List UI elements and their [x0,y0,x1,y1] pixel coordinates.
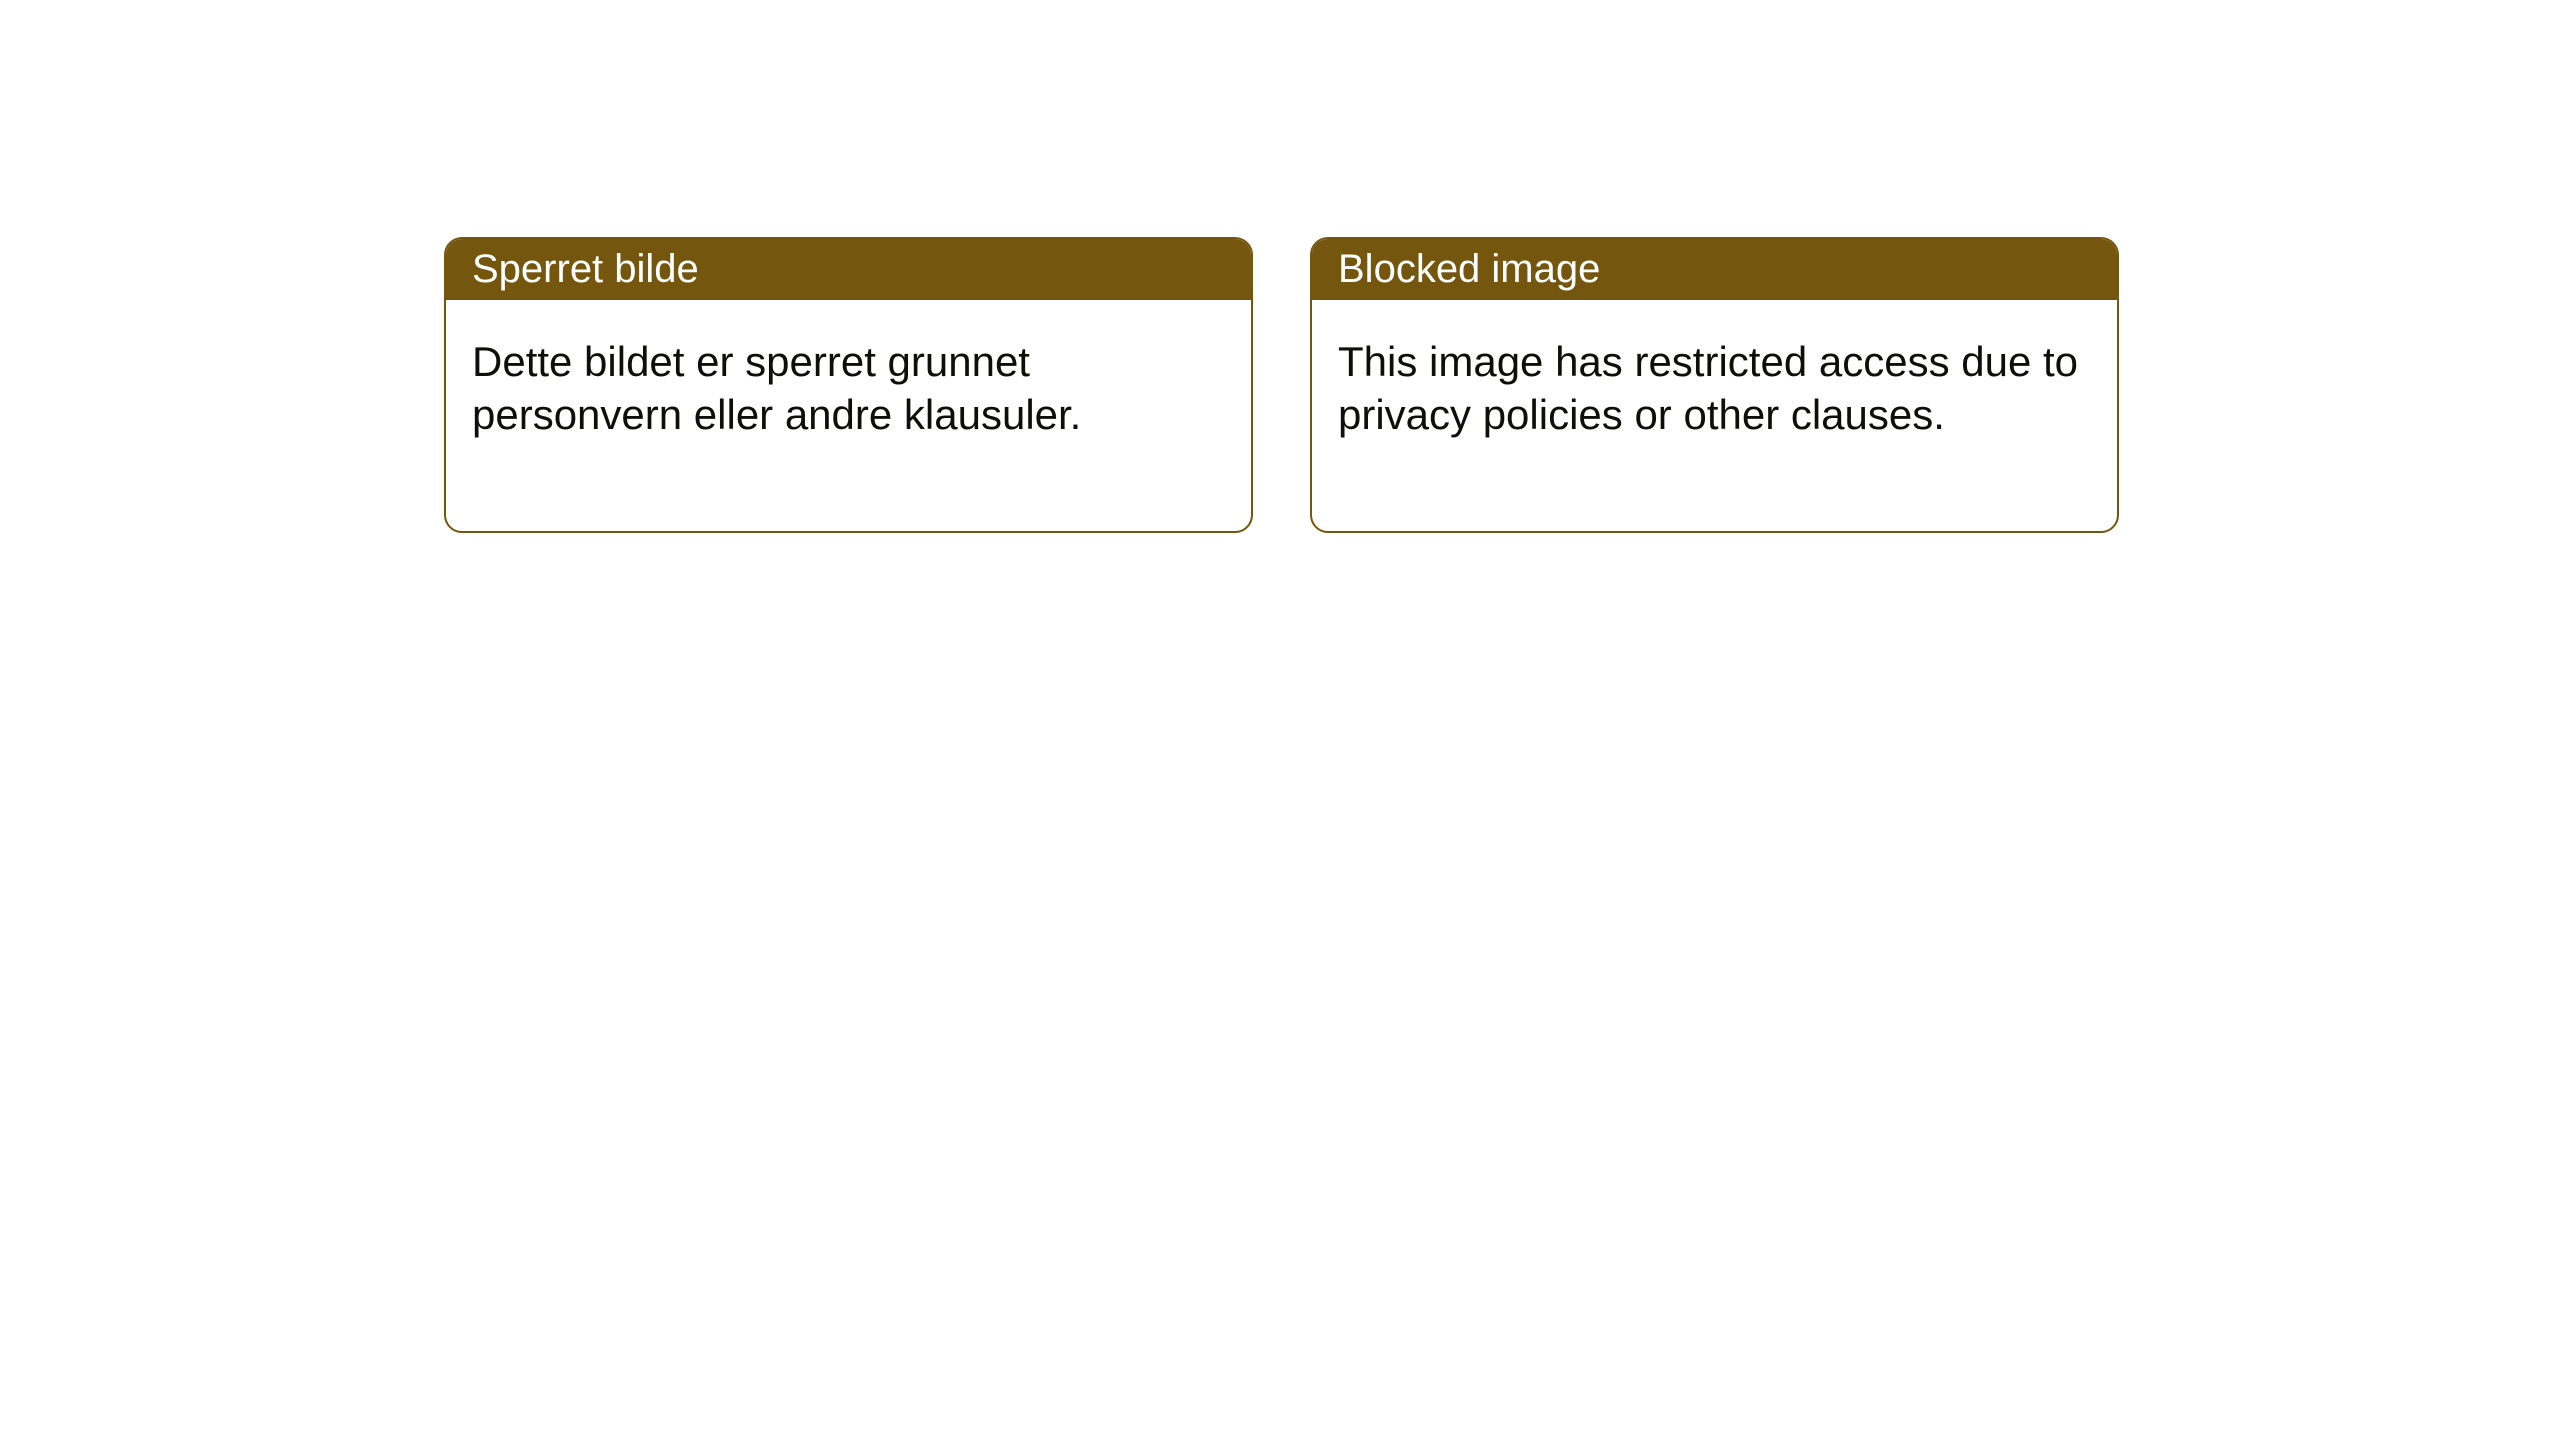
notice-cards-row: Sperret bilde Dette bildet er sperret gr… [444,237,2119,533]
notice-body: This image has restricted access due to … [1312,300,2117,531]
notice-card-english: Blocked image This image has restricted … [1310,237,2119,533]
notice-card-norwegian: Sperret bilde Dette bildet er sperret gr… [444,237,1253,533]
notice-body: Dette bildet er sperret grunnet personve… [446,300,1251,531]
notice-title: Sperret bilde [446,239,1251,300]
notice-title: Blocked image [1312,239,2117,300]
